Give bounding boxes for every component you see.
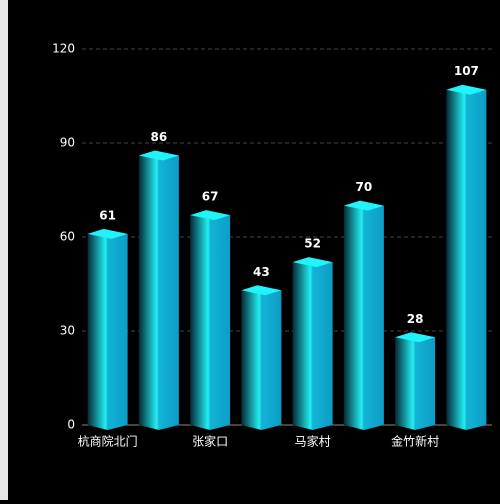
x-tick-label: 金竹新村: [391, 434, 439, 449]
bar-cap: [446, 84, 487, 95]
x-tick-label: 张家口: [192, 434, 228, 449]
bar-cap: [190, 210, 231, 221]
x-tick-label: 马家村: [295, 434, 331, 449]
value-label: 61: [99, 208, 116, 222]
value-label: 86: [151, 130, 168, 144]
bar: [241, 290, 282, 430]
value-label: 107: [454, 64, 479, 78]
y-tick-label: 0: [67, 418, 75, 432]
y-tick-label: 120: [52, 42, 75, 56]
bar: [87, 233, 128, 430]
x-tick-label: 杭商院北门: [78, 434, 138, 449]
bar: [395, 337, 436, 430]
value-label: 70: [356, 180, 373, 194]
value-label: 52: [304, 237, 321, 251]
bar-cap: [343, 200, 384, 211]
bar-cap: [395, 332, 436, 343]
value-label: 28: [407, 312, 424, 326]
bar: [190, 215, 231, 430]
bar: [138, 155, 179, 431]
value-label: 43: [253, 265, 270, 279]
y-tick-label: 30: [60, 324, 75, 338]
y-tick-label: 60: [60, 230, 75, 244]
y-tick-label: 90: [60, 136, 75, 150]
bar: [446, 89, 487, 430]
side-strip: [0, 0, 8, 500]
bar: [292, 262, 333, 430]
value-label: 67: [202, 190, 219, 204]
bar-cap: [241, 285, 282, 296]
bar: [343, 205, 384, 430]
bar-cap: [87, 228, 128, 239]
bar-cap: [138, 150, 179, 161]
bar-cap: [292, 257, 333, 268]
